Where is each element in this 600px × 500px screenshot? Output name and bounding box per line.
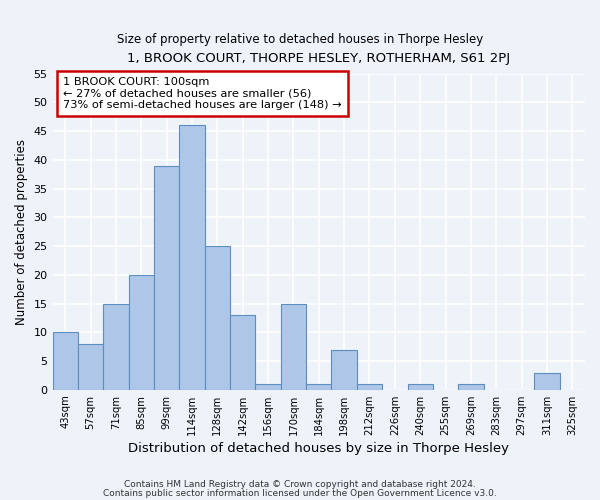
- X-axis label: Distribution of detached houses by size in Thorpe Hesley: Distribution of detached houses by size …: [128, 442, 509, 455]
- Bar: [230, 315, 256, 390]
- Bar: [78, 344, 103, 390]
- Bar: [407, 384, 433, 390]
- Bar: [357, 384, 382, 390]
- Bar: [205, 246, 230, 390]
- Bar: [256, 384, 281, 390]
- Bar: [53, 332, 78, 390]
- Title: 1, BROOK COURT, THORPE HESLEY, ROTHERHAM, S61 2PJ: 1, BROOK COURT, THORPE HESLEY, ROTHERHAM…: [127, 52, 511, 66]
- Bar: [331, 350, 357, 390]
- Text: Contains HM Land Registry data © Crown copyright and database right 2024.: Contains HM Land Registry data © Crown c…: [124, 480, 476, 489]
- Bar: [154, 166, 179, 390]
- Text: Contains public sector information licensed under the Open Government Licence v3: Contains public sector information licen…: [103, 488, 497, 498]
- Bar: [458, 384, 484, 390]
- Text: Size of property relative to detached houses in Thorpe Hesley: Size of property relative to detached ho…: [117, 32, 483, 46]
- Bar: [306, 384, 331, 390]
- Bar: [128, 275, 154, 390]
- Bar: [281, 304, 306, 390]
- Text: 1 BROOK COURT: 100sqm
← 27% of detached houses are smaller (56)
73% of semi-deta: 1 BROOK COURT: 100sqm ← 27% of detached …: [63, 77, 342, 110]
- Y-axis label: Number of detached properties: Number of detached properties: [15, 138, 28, 324]
- Bar: [103, 304, 128, 390]
- Bar: [534, 372, 560, 390]
- Bar: [179, 126, 205, 390]
